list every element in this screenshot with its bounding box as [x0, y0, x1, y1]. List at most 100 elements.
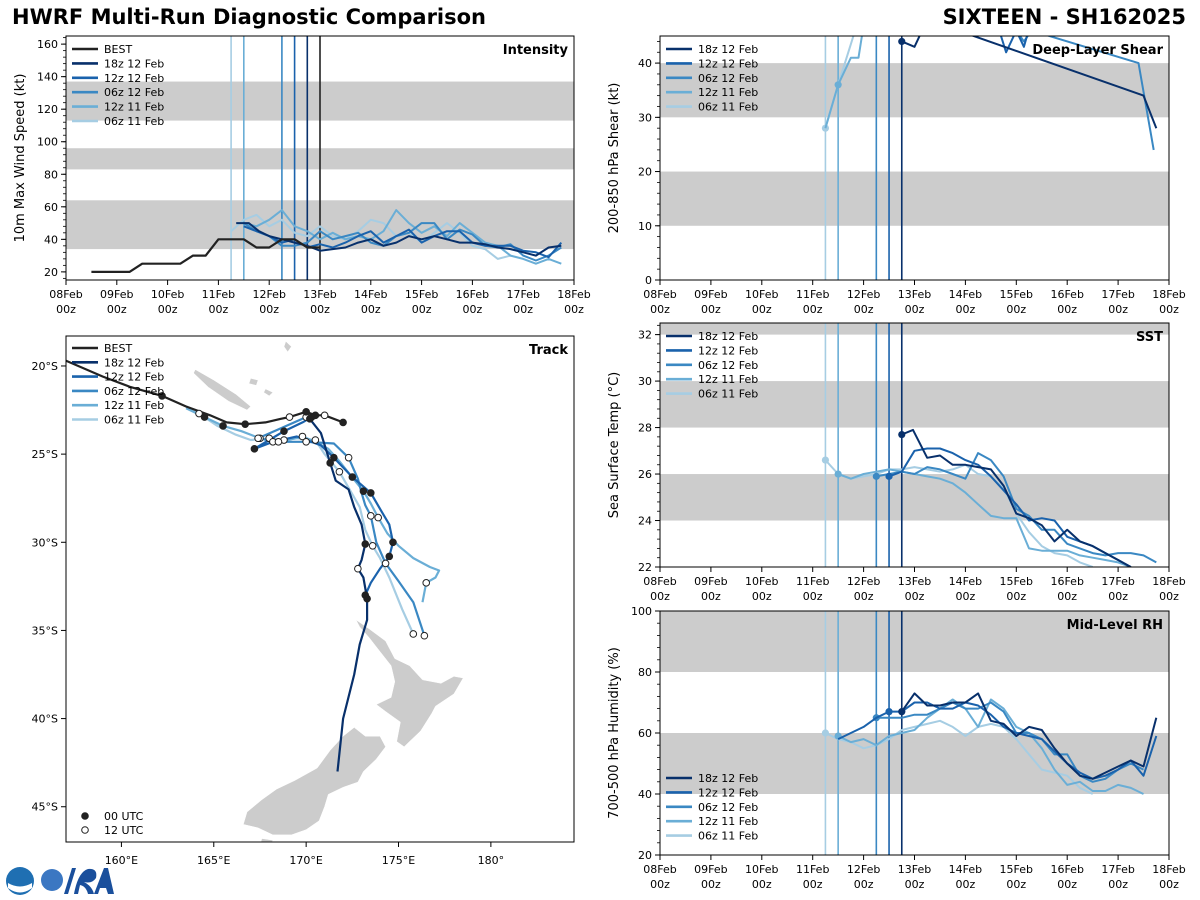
rh-xtick-day: 14Feb: [949, 863, 982, 876]
intensity-xtick-day: 15Feb: [405, 288, 438, 301]
cira-i-mark: [64, 868, 76, 894]
sst-init-point-run06z12: [872, 472, 880, 480]
rh-series-run12z11: [837, 698, 1144, 795]
cira-logo: [6, 867, 114, 895]
sst-xtick-hour: 00z: [701, 590, 721, 603]
intensity-plot-area: [91, 36, 563, 280]
track-ytick-label: 35°S: [32, 624, 58, 637]
track-point-12utc: [422, 579, 431, 587]
sst-xtick-hour: 00z: [752, 590, 772, 603]
intensity-series-run06z12: [243, 222, 562, 262]
intensity-xtick-hour: 00z: [209, 303, 229, 316]
sst-init-point-run18z12: [898, 430, 906, 439]
vanuatu-island-land: [283, 340, 292, 353]
shear-panel: 0 10 20 30 40 08Feb 00z 09Feb 00z 10Feb 00z 11Feb 00…: [607, 35, 1186, 316]
intensity-xtick-hour: 00z: [107, 303, 127, 316]
sst-xtick-hour: 00z: [650, 590, 670, 603]
sst-legend-label-run12z12: 12z 12 Feb: [698, 344, 758, 357]
intensity-xtick-day: 08Feb: [49, 288, 82, 301]
intensity-xtick-hour: 00z: [361, 303, 381, 316]
track-point-12utc: [320, 411, 329, 420]
track-frame: [65, 335, 575, 843]
track-point-00utc: [326, 459, 334, 467]
shear-xtick-day: 18Feb: [1152, 288, 1185, 301]
intensity-xtick-day: 11Feb: [202, 288, 235, 301]
rh-legend-label-run06z11: 06z 11 Feb: [698, 830, 758, 843]
shear-xtick-hour: 00z: [701, 303, 721, 316]
cira-r-mark: [74, 868, 97, 894]
track-legend-label-BEST: BEST: [104, 342, 132, 355]
shear-xtick-day: 11Feb: [796, 288, 829, 301]
sst-xtick-day: 08Feb: [643, 575, 676, 588]
sst-xtick-day: 10Feb: [745, 575, 778, 588]
rh-xtick-hour: 00z: [1006, 878, 1026, 891]
track-point-12utc: [311, 436, 320, 444]
sst-xtick-hour: 00z: [905, 590, 925, 603]
intensity-xtick-hour: 00z: [56, 303, 76, 316]
track-point-00utc: [200, 413, 209, 421]
rh-xtick-day: 13Feb: [898, 863, 931, 876]
track-point-00utc: [302, 408, 310, 416]
track-ytick-label: 25°S: [32, 448, 58, 461]
track-line-run12z11: [185, 407, 441, 603]
track-point-12utc: [195, 409, 203, 418]
intensity-xtick-day: 17Feb: [506, 288, 539, 301]
intensity-xtick-hour: 00z: [412, 303, 432, 316]
noaa-wave-icon: [8, 883, 32, 893]
rh-xtick-day: 18Feb: [1152, 863, 1185, 876]
shear-panel-title: Deep-Layer Shear: [1032, 43, 1163, 58]
intensity-xtick-day: 10Feb: [151, 288, 184, 301]
track-ytick-label: 20°S: [32, 360, 58, 373]
intensity-panel-title: Intensity: [503, 43, 569, 58]
rh-series-run06z11: [824, 719, 1094, 795]
rh-plot-area: [821, 611, 1158, 855]
track-point-12utc: [381, 559, 390, 568]
track-plot-area: [66, 340, 464, 842]
south-island-land: [242, 727, 386, 836]
track-point-12utc: [254, 434, 262, 443]
track-xtick-label: 170°E: [289, 854, 322, 867]
rh-xtick-hour: 00z: [701, 878, 721, 891]
track-line-run06z11: [185, 405, 415, 635]
intensity-xtick-day: 14Feb: [354, 288, 387, 301]
track-point-12utc: [420, 631, 429, 640]
loyalty-island-land: [263, 388, 274, 397]
north-island-land: [355, 619, 464, 748]
rh-ylabel: 700-500 hPa Humidity (%): [607, 647, 622, 819]
intensity-legend-label-BEST: BEST: [104, 43, 132, 56]
rh-xtick-day: 09Feb: [694, 863, 727, 876]
track-panel-title: Track: [529, 343, 568, 358]
shear-ytick-label: 0: [645, 274, 652, 287]
track-map-layer: 160°E 165°E 170°E 175°E 180° 20°S 25°S 30°S 35°S…: [32, 335, 575, 867]
intensity-xtick-hour: 00z: [463, 303, 483, 316]
rh-xtick-day: 17Feb: [1101, 863, 1134, 876]
intensity-xtick-day: 13Feb: [303, 288, 336, 301]
rh-threshold-band: [660, 611, 1169, 672]
track-point-00utc: [389, 538, 397, 547]
track-point-12utc: [368, 542, 377, 550]
shear-xtick-hour: 00z: [650, 303, 670, 316]
sst-threshold-band: [660, 474, 1169, 521]
shear-xtick-hour: 00z: [956, 303, 976, 316]
track-point-12utc: [302, 437, 310, 446]
rh-ytick-label: 60: [638, 727, 652, 740]
shear-xtick-hour: 00z: [752, 303, 772, 316]
shear-ytick-label: 20: [638, 166, 652, 179]
intensity-ytick-label: 100: [37, 136, 58, 149]
track-point-12utc: [274, 437, 283, 446]
rh-xtick-hour: 00z: [1159, 878, 1179, 891]
intensity-series-BEST: [91, 238, 320, 273]
shear-legend-label-run06z11: 06z 11 Feb: [698, 101, 758, 114]
intensity-ytick-label: 60: [44, 201, 58, 214]
track-point-00utc: [311, 411, 320, 420]
intensity-panel: 20 40 60 80 100 120 140 160 08Feb 00z 09Feb 00z 10Fe…: [13, 35, 591, 316]
shear-threshold-band: [660, 171, 1169, 226]
shear-legend-label-run12z11: 12z 11 Feb: [698, 86, 758, 99]
track-point-00utc: [363, 594, 371, 603]
rh-init-point-run18z12: [898, 708, 906, 716]
rh-xtick-hour: 00z: [1108, 878, 1128, 891]
rh-xtick-hour: 00z: [956, 878, 976, 891]
sst-panel: 22 24 26 28 30 32 08Feb 00z 09Feb 00z 10Feb 00z 11Fe…: [607, 322, 1186, 603]
intensity-series-run12z11: [243, 209, 562, 265]
intensity-ytick-label: 80: [44, 168, 58, 181]
